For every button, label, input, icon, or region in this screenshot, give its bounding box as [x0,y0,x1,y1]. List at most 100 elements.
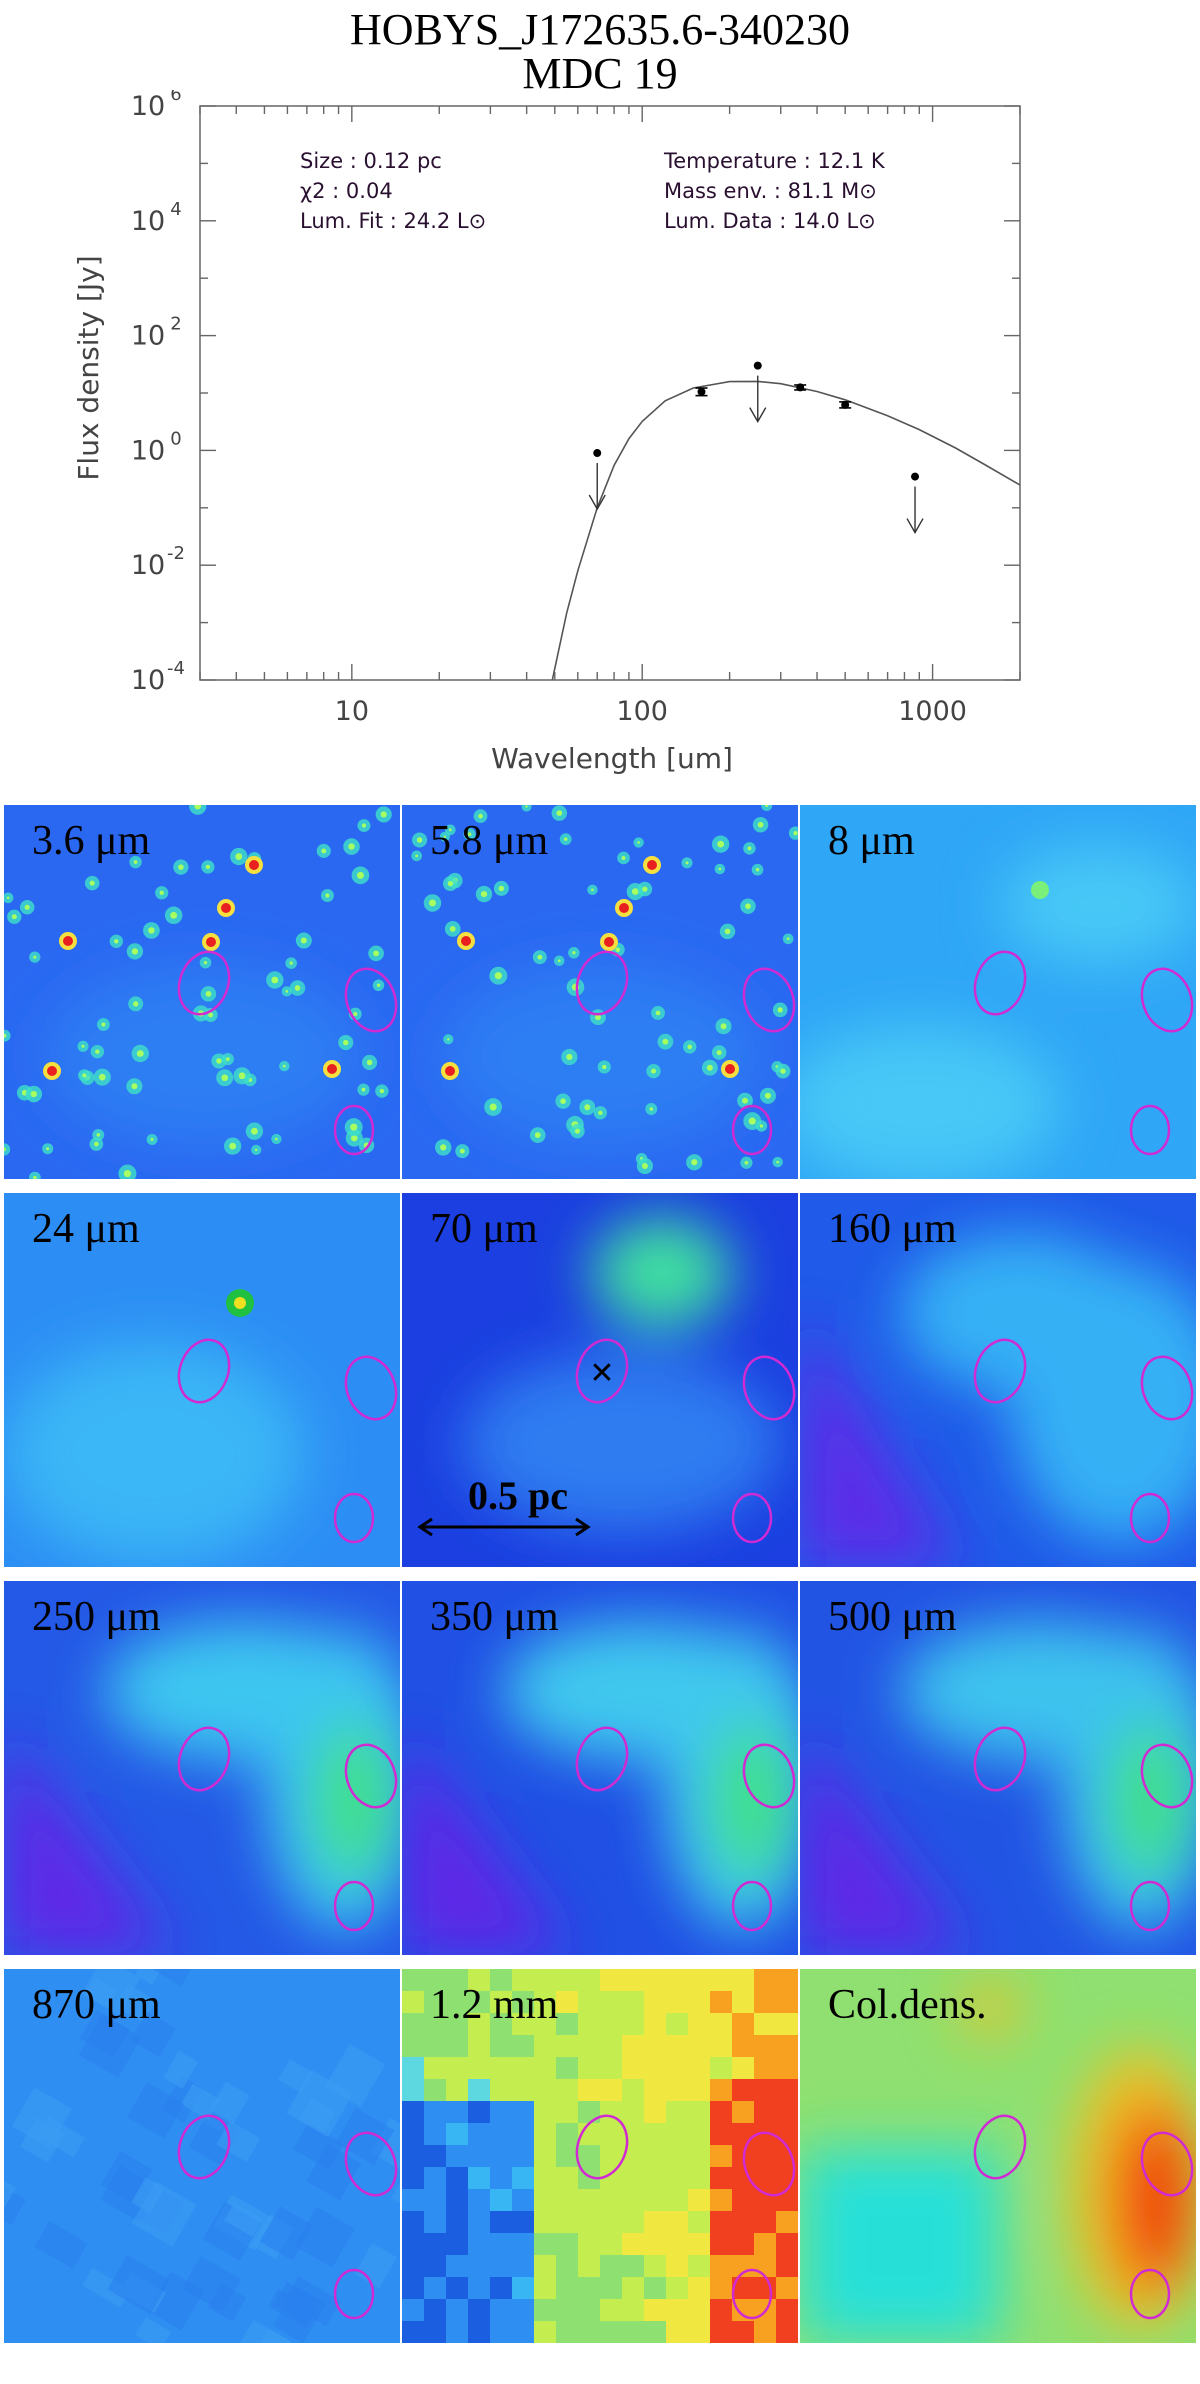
pixel-cell [446,2211,468,2233]
image-panel: 250 μm [4,1581,400,1955]
source-ellipses [575,2114,796,2320]
pixel-cell [556,2321,578,2343]
star-core [759,1124,764,1128]
upper-limit-point [753,361,762,370]
pixel-cell [468,2167,490,2189]
pixel-cell [732,2057,754,2079]
pixel-cell [446,2035,468,2057]
pixel-cell [468,2189,490,2211]
star-core [744,1160,749,1165]
noise-tile [335,2107,395,2166]
pixel-cell [490,2189,512,2211]
pixel-cell [578,2255,600,2277]
star-core [89,880,95,886]
pixel-cell [534,2321,556,2343]
star-core [94,1141,99,1147]
pixel-cell [446,2101,468,2123]
source-ellipses [177,2114,398,2320]
pixel-cell [688,2123,710,2145]
pixel-cell [622,2277,644,2299]
pixel-cell [666,1969,688,1991]
star-core [602,1064,607,1070]
noise-tile [163,2050,199,2089]
pixel-cell [600,2013,622,2035]
noise-tile [181,2256,242,2312]
bright-star-core [63,936,73,946]
source-ellipse [1129,1492,1171,1544]
detection-point [796,383,805,392]
pixel-cell [688,2057,710,2079]
pixel-cell [424,1969,446,1991]
peak-marker-cross-icon: ✕ [589,1356,614,1391]
image-panel: 350 μm [402,1581,798,1955]
source-ellipses [177,950,398,1156]
pixel-cell [754,2211,776,2233]
pixel-cell [776,2277,798,2299]
pixel-cell [644,2079,666,2101]
pixel-cell [666,2321,688,2343]
pixel-cell [622,2189,644,2211]
star-core [82,1073,87,1078]
pixel-cell [446,2123,468,2145]
noise-tile [250,2328,292,2343]
pixel-cell [688,2079,710,2101]
pixel-cell [622,2255,644,2277]
noise-tile [126,2082,185,2139]
bright-star-core [47,1066,57,1076]
pixel-cell [622,2321,644,2343]
pixel-cell [710,2255,732,2277]
noise-tile [135,2317,172,2343]
star-core [764,1092,771,1099]
pixel-cell [754,2035,776,2057]
panel-emission [4,1343,304,1563]
star-core [325,893,330,898]
x-axis-label: Wavelength [um] [491,742,733,775]
pixel-cell [402,1991,424,2013]
sed-fit-curve [551,380,1020,680]
sed-annotations: Size : 0.12 pc χ2 : 0.04 Lum. Fit : 24.2… [300,149,886,233]
pixel-cell [402,2123,424,2145]
star-core [534,1132,541,1139]
pixel-cell [490,2035,512,2057]
source-ellipses [575,950,796,1156]
pixel-cell [578,2299,600,2321]
pixel-cell [776,2233,798,2255]
pixel-cell [578,2101,600,2123]
pixel-cell [490,2079,512,2101]
star-core [631,888,639,895]
star-core [584,1104,591,1111]
pixel-cell [622,2035,644,2057]
pixel-cell [688,2277,710,2299]
pixel-cell [512,2211,534,2233]
star-core [786,937,790,941]
pixel-cell [600,2079,622,2101]
pixel-cell [710,1991,732,2013]
source-ellipse [333,1880,375,1932]
pixel-cell [468,2321,490,2343]
star-core [101,1022,106,1027]
pixel-cell [424,2013,446,2035]
pixel-cell [490,2145,512,2167]
annotation-lum-data: Lum. Data : 14.0 L⊙ [664,209,876,233]
star-core [33,1175,37,1179]
pixel-cell [578,1991,600,2013]
star-core [11,914,17,920]
pixel-cell [446,2013,468,2035]
source-ellipse [177,1726,231,1792]
upper-limit-arrow-head [906,518,924,534]
bright-star-core [604,937,614,947]
source-ellipse [731,1104,773,1156]
scale-bar-arrow-left [417,1517,433,1537]
noise-tile [85,1977,118,2009]
image-panel: 870 μm [4,1969,400,2343]
pixel-cell [600,1991,622,2013]
source-ellipse [1140,1355,1194,1421]
star-core [745,903,751,910]
pixel-cell [644,2013,666,2035]
pixel-cell [600,2189,622,2211]
pixel-cell [710,2035,732,2057]
star-core [46,1147,50,1151]
pixel-cell [644,2123,666,2145]
source-ellipse [973,1338,1027,1404]
pixel-cell [666,2299,688,2321]
